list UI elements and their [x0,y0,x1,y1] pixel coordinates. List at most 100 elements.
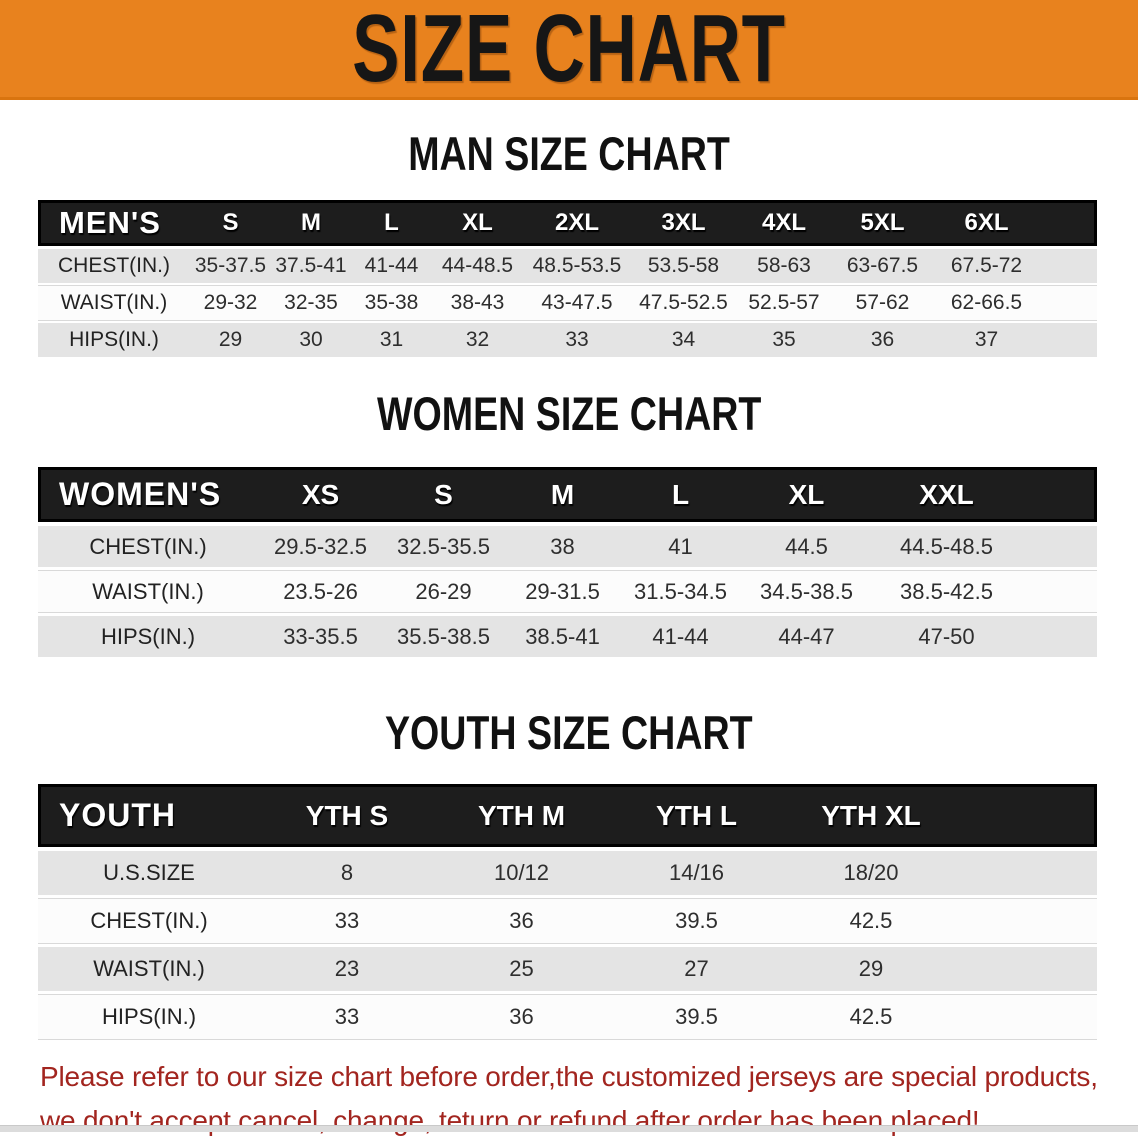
size-cell: 44.5-48.5 [873,526,1020,567]
column-header: 2XL [523,200,631,246]
size-cell: 57-62 [832,286,933,320]
table-row: WAIST(IN.) 23.5-26 26-29 29-31.5 31.5-34… [38,571,1097,612]
size-cell: 38.5-41 [504,616,621,657]
size-cell: 33 [260,995,434,1039]
size-cell: 41-44 [621,616,740,657]
size-cell: 29-31.5 [504,571,621,612]
size-cell: 32-35 [271,286,351,320]
filler-cell [958,947,1097,991]
column-header: 3XL [631,200,736,246]
size-cell: 37 [933,323,1040,357]
filler-cell [958,995,1097,1039]
row-label: WAIST(IN.) [38,947,260,991]
size-cell: 32 [432,323,523,357]
size-cell: 42.5 [784,995,958,1039]
header-filler [1020,467,1097,522]
column-header: YTH L [609,784,784,847]
size-cell: 33-35.5 [258,616,383,657]
size-cell: 67.5-72 [933,249,1040,283]
bottom-edge-strip [0,1125,1138,1132]
size-cell: 48.5-53.5 [523,249,631,283]
size-cell: 29-32 [190,286,271,320]
size-cell: 34.5-38.5 [740,571,873,612]
size-cell: 29.5-32.5 [258,526,383,567]
size-cell: 37.5-41 [271,249,351,283]
size-cell: 53.5-58 [631,249,736,283]
youth-header-row: YOUTH YTH S YTH M YTH L YTH XL [38,784,1097,847]
column-header: XXL [873,467,1020,522]
row-label: U.S.SIZE [38,851,260,895]
size-cell: 38-43 [432,286,523,320]
men-size-table: MEN'S S M L XL 2XL 3XL 4XL 5XL 6XL CHEST… [38,197,1097,360]
size-cell: 38.5-42.5 [873,571,1020,612]
row-label: WAIST(IN.) [38,286,190,320]
table-row: WAIST(IN.) 23 25 27 29 [38,947,1097,991]
size-cell: 31 [351,323,432,357]
size-cell: 44-48.5 [432,249,523,283]
column-header: 5XL [832,200,933,246]
men-section-heading: MAN SIZE CHART [408,127,730,180]
size-cell: 35.5-38.5 [383,616,504,657]
size-cell: 30 [271,323,351,357]
size-cell: 42.5 [784,899,958,943]
disclaimer: Please refer to our size chart before or… [40,1055,1118,1143]
filler-cell [1040,286,1097,320]
men-header-row: MEN'S S M L XL 2XL 3XL 4XL 5XL 6XL [38,200,1097,246]
men-section-heading-wrap: MAN SIZE CHART [0,130,1138,177]
size-cell: 10/12 [434,851,609,895]
size-cell: 26-29 [383,571,504,612]
size-cell: 62-66.5 [933,286,1040,320]
size-cell: 47-50 [873,616,1020,657]
youth-size-table: YOUTH YTH S YTH M YTH L YTH XL U.S.SIZE … [38,780,1097,1043]
table-row: CHEST(IN.) 29.5-32.5 32.5-35.5 38 41 44.… [38,526,1097,567]
row-label: HIPS(IN.) [38,616,258,657]
size-cell: 47.5-52.5 [631,286,736,320]
size-cell: 31.5-34.5 [621,571,740,612]
row-label: CHEST(IN.) [38,899,260,943]
filler-cell [1040,323,1097,357]
filler-cell [1020,616,1097,657]
size-cell: 41 [621,526,740,567]
column-header: M [271,200,351,246]
filler-cell [1020,571,1097,612]
banner: SIZE CHART [0,0,1138,100]
row-label: HIPS(IN.) [38,323,190,357]
size-cell: 32.5-35.5 [383,526,504,567]
table-row: U.S.SIZE 8 10/12 14/16 18/20 [38,851,1097,895]
size-cell: 27 [609,947,784,991]
size-cell: 33 [523,323,631,357]
size-cell: 14/16 [609,851,784,895]
women-size-table: WOMEN'S XS S M L XL XXL CHEST(IN.) 29.5-… [38,463,1097,661]
column-header: 6XL [933,200,1040,246]
column-header: XL [740,467,873,522]
size-cell: 36 [832,323,933,357]
size-cell: 25 [434,947,609,991]
row-label: CHEST(IN.) [38,249,190,283]
size-cell: 63-67.5 [832,249,933,283]
youth-section-heading-wrap: YOUTH SIZE CHART [0,709,1138,756]
column-header: XS [258,467,383,522]
size-cell: 43-47.5 [523,286,631,320]
column-header: M [504,467,621,522]
size-cell: 23.5-26 [258,571,383,612]
youth-table-label: YOUTH [38,784,260,847]
size-cell: 35-38 [351,286,432,320]
size-cell: 18/20 [784,851,958,895]
column-header: S [383,467,504,522]
size-cell: 38 [504,526,621,567]
disclaimer-line-1: Please refer to our size chart before or… [40,1061,1098,1092]
table-row: CHEST(IN.) 33 36 39.5 42.5 [38,899,1097,943]
women-section-heading: WOMEN SIZE CHART [376,387,762,440]
banner-title: SIZE CHART [352,0,786,102]
table-row: HIPS(IN.) 29 30 31 32 33 34 35 36 37 [38,323,1097,357]
row-label: HIPS(IN.) [38,995,260,1039]
column-header: 4XL [736,200,832,246]
table-row: HIPS(IN.) 33 36 39.5 42.5 [38,995,1097,1039]
size-cell: 36 [434,995,609,1039]
column-header: L [351,200,432,246]
youth-section-heading: YOUTH SIZE CHART [385,706,753,759]
size-cell: 33 [260,899,434,943]
column-header: L [621,467,740,522]
size-cell: 39.5 [609,995,784,1039]
